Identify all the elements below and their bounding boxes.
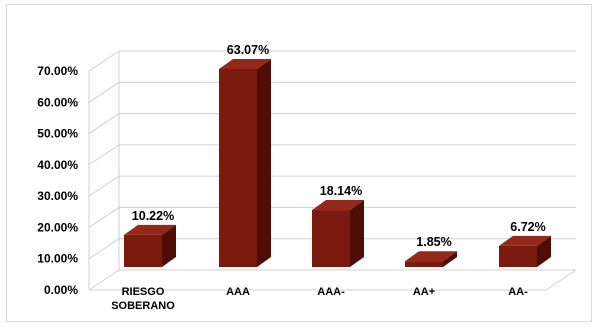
bar-top: [405, 251, 457, 262]
data-label: 63.07%: [227, 43, 269, 57]
gridline-wall: [88, 113, 120, 134]
chart-frame: [6, 4, 592, 322]
y-tick-label: 20.00%: [37, 220, 78, 234]
data-labels: 10.22% 63.07% 18.14% 1.85% 6.72%: [132, 43, 546, 249]
data-label: 18.14%: [320, 184, 362, 198]
y-axis-ticks: 0.00% 10.00% 20.00% 30.00% 40.00% 50.00% 60.00…: [37, 64, 78, 297]
bar: [124, 224, 176, 267]
y-tick-label: 30.00%: [37, 189, 78, 203]
y-tick-label: 50.00%: [37, 127, 78, 141]
bar: [499, 235, 551, 267]
y-tick-label: 70.00%: [37, 64, 78, 78]
gridline-wall: [88, 207, 120, 228]
bar: [219, 59, 271, 267]
bars: [124, 59, 551, 267]
y-tick-label: 60.00%: [37, 95, 78, 109]
gridline-wall: [88, 144, 120, 166]
category-label-line: SOBERANO: [111, 300, 175, 312]
bar-front: [219, 69, 257, 267]
y-tick-label: 0.00%: [44, 283, 78, 297]
bar-top: [124, 224, 176, 235]
gridlines: [88, 50, 577, 291]
data-label: 6.72%: [510, 220, 545, 234]
gridline-wall: [88, 238, 120, 260]
y-tick-label: 10.00%: [37, 252, 78, 266]
category-label-line: AA-: [508, 286, 528, 298]
bar-side: [443, 251, 457, 267]
gridline-wall: [88, 50, 120, 72]
bar-side: [257, 59, 271, 267]
category-label: AAA-: [317, 286, 345, 298]
category-label-line: AA+: [413, 286, 435, 298]
bar: [405, 251, 457, 267]
category-label-line: AAA: [226, 286, 250, 298]
category-label: RIESGO SOBERANO: [111, 286, 175, 312]
bar-front: [312, 210, 350, 267]
bar-side: [162, 224, 176, 267]
bar-front: [405, 261, 443, 267]
gridline-wall: [88, 269, 120, 291]
data-label: 1.85%: [416, 235, 451, 249]
category-label: AA+: [413, 286, 435, 298]
bar: [312, 200, 364, 267]
category-label-line: AAA-: [317, 286, 345, 298]
bar-side: [537, 235, 551, 267]
floor-right-edge: [545, 269, 577, 291]
bar-top: [219, 59, 271, 69]
category-label-line: RIESGO: [122, 286, 165, 298]
x-axis-categories: RIESGO SOBERANO AAA AAA- AA+ AA-: [111, 286, 528, 312]
bar-top: [499, 235, 551, 246]
gridline-wall: [88, 175, 120, 197]
bar-front: [124, 234, 162, 267]
bar-front: [499, 245, 537, 267]
bar-side: [350, 200, 364, 267]
gridline-wall: [88, 81, 120, 103]
category-label: AAA: [226, 286, 250, 298]
data-label: 10.22%: [132, 209, 174, 223]
bar-top: [312, 200, 364, 211]
y-tick-label: 40.00%: [37, 158, 78, 172]
category-label: AA-: [508, 286, 528, 298]
